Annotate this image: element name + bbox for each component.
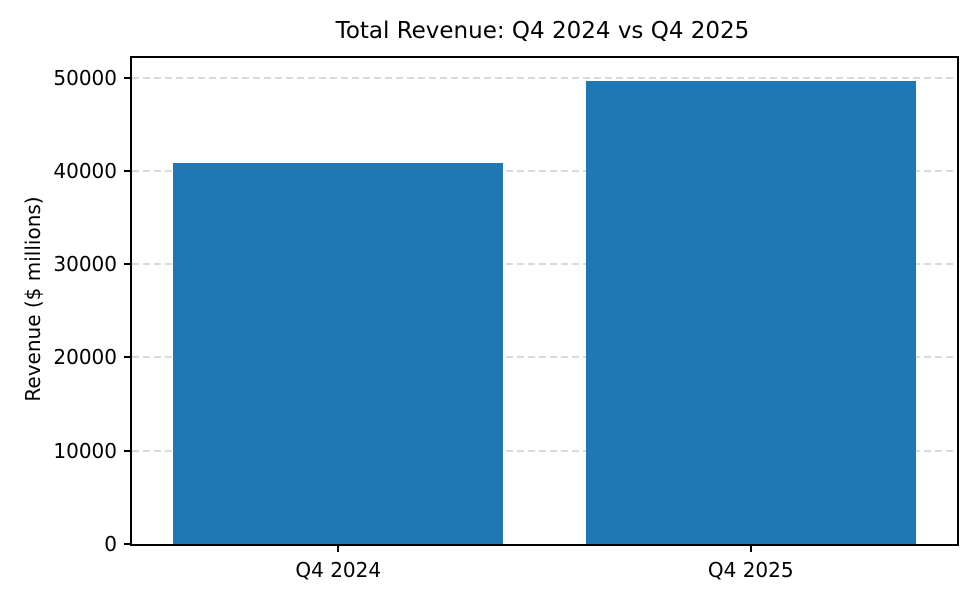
bar [173,163,504,544]
chart-title: Total Revenue: Q4 2024 vs Q4 2025 [335,18,750,44]
y-axis-tick [124,449,132,452]
x-axis-tick [749,544,752,552]
gridline [132,263,957,266]
y-axis-tick [124,356,132,359]
gridline [132,76,957,79]
y-axis-tick [124,169,132,172]
gridline [132,169,957,172]
x-axis-tick [337,544,340,552]
y-tick-label: 40000 [53,158,117,183]
y-tick-label: 20000 [53,345,117,370]
y-tick-label: 50000 [53,65,117,90]
x-tick-label: Q4 2025 [707,558,794,582]
y-tick-label: 10000 [53,438,117,463]
y-axis-tick [124,263,132,266]
gridline [132,449,957,452]
y-axis-tick [124,543,132,545]
gridline [132,356,957,359]
y-tick-label: 30000 [53,252,117,277]
y-tick-label: 0 [104,532,117,556]
y-axis-tick [124,76,132,79]
y-axis-label: Revenue ($ millions) [21,196,45,402]
bar [585,81,916,544]
x-tick-label: Q4 2024 [295,558,382,582]
plot-area: 0 10000 20000 30000 40000 50000 Q4 2024 Q4 2025 [53,56,959,580]
